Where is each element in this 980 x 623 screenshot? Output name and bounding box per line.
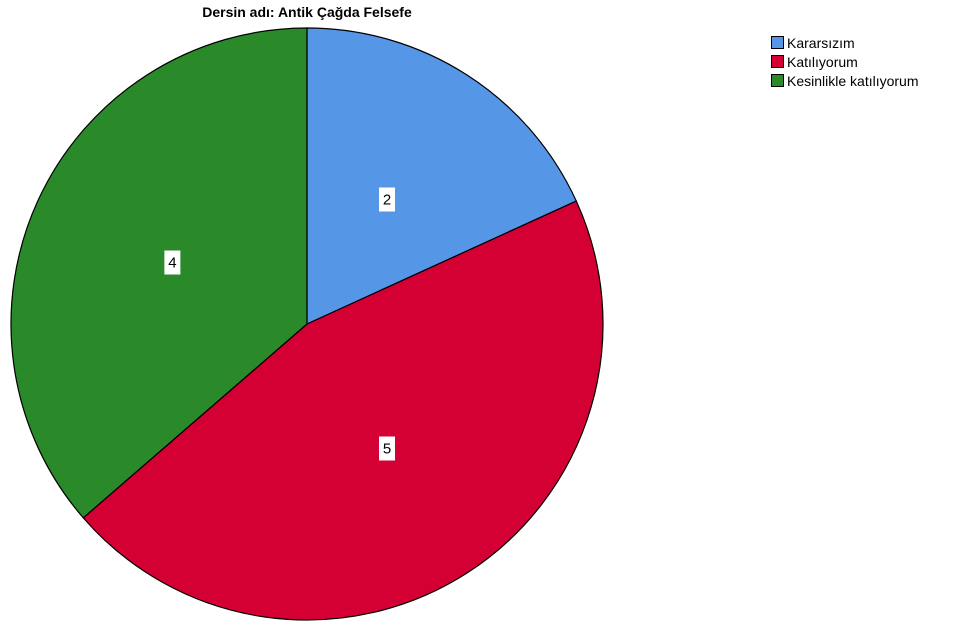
legend-label: Kararsızım <box>787 34 855 51</box>
slice-label-2: 5 <box>379 436 396 461</box>
legend-swatch <box>771 36 784 49</box>
slice-label-1: 2 <box>379 187 396 212</box>
legend-item: Kararsızım <box>771 33 919 52</box>
slice-label-box <box>164 250 181 275</box>
legend-label: Katılıyorum <box>787 53 858 70</box>
legend-item: Katılıyorum <box>771 52 919 71</box>
legend-swatch <box>771 74 784 87</box>
legend-label: Kesinlikle katılıyorum <box>787 72 919 89</box>
legend-item: Kesinlikle katılıyorum <box>771 71 919 90</box>
slice-label-box <box>379 436 396 461</box>
pie-slice-2 <box>82 200 604 621</box>
pie-slice-3 <box>10 27 308 519</box>
legend: Kararsızım Katılıyorum Kesinlikle katılıyo… <box>771 33 919 90</box>
slice-value-label: 5 <box>383 441 391 458</box>
slice-value-label: 4 <box>168 255 176 272</box>
legend-swatch <box>771 55 784 68</box>
slice-value-label: 2 <box>383 191 391 208</box>
pie-slice-1 <box>306 27 578 325</box>
chart-title: Dersin adı: Antik Çağda Felsefe <box>202 4 412 20</box>
slice-label-3: 4 <box>164 250 181 275</box>
slice-label-box <box>379 187 396 212</box>
